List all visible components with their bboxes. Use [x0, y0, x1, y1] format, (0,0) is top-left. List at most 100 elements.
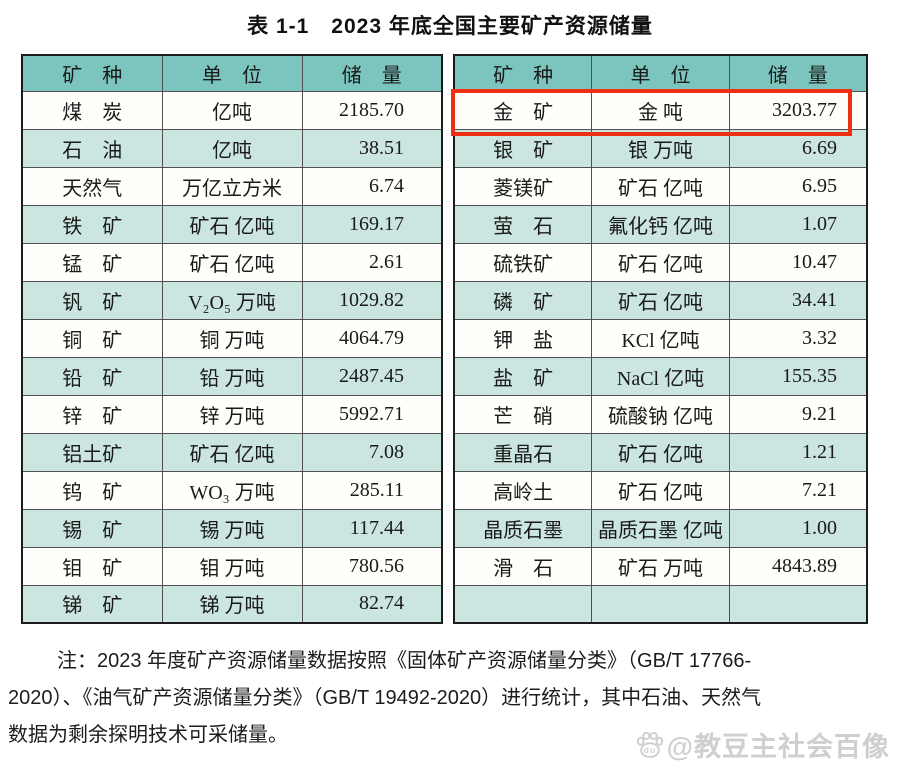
reserve-cell: 6.74	[301, 166, 443, 206]
unit-cell: 硫酸钠 亿吨	[591, 394, 730, 434]
unit-cell: 金 吨	[591, 90, 730, 130]
reserve-cell: 2185.70	[301, 90, 443, 130]
table-row: 晶质石墨 晶质石墨 亿吨 1.00	[453, 508, 868, 548]
table-row	[453, 584, 868, 624]
mineral-cell	[453, 584, 593, 624]
mineral-cell: 钾 盐	[453, 318, 593, 358]
unit-cell: 矿石 亿吨	[591, 432, 730, 472]
reserve-cell: 82.74	[301, 584, 443, 624]
reserve-cell: 780.56	[301, 546, 443, 586]
footnote-line: 注：2023 年度矿产资源储量数据按照《固体矿产资源储量分类》（GB/T 177…	[57, 650, 752, 672]
tables-container: 矿 种单 位储 量煤 炭亿吨 2185.70 石 油亿吨 38.51 天然气 万亿立方米 6…	[21, 54, 900, 624]
reserve-cell: 155.35	[728, 356, 868, 396]
mineral-cell: 晶质石墨	[453, 508, 593, 548]
table-row: 铁 矿矿石 亿吨 169.17	[21, 204, 443, 244]
mineral-cell: 煤 炭	[21, 90, 163, 130]
unit-cell: 万亿立方米	[161, 166, 303, 206]
mineral-cell: 石 油	[21, 128, 163, 168]
table-row: 铝土矿 矿石 亿吨 7.08	[21, 432, 443, 472]
table-row: 铅 矿铅 万吨 2487.45	[21, 356, 443, 396]
table-row: 芒 硝硫酸钠 亿吨 9.21	[453, 394, 868, 434]
reserve-cell: 5992.71	[301, 394, 443, 434]
right-table-wrap: 矿 种单 位储 量金 矿金 吨 3203.77 银 矿银 万吨 6.69 菱镁矿 矿石 亿…	[451, 54, 868, 624]
footnote-line: 数据为剩余探明技术可采储量。	[8, 724, 288, 746]
table-row: 天然气 万亿立方米 6.74	[21, 166, 443, 206]
reserve-cell: 38.51	[301, 128, 443, 168]
reserve-cell: 7.08	[301, 432, 443, 472]
table-row: 钨 矿 WO₃ 万吨 285.11	[21, 470, 443, 510]
unit-cell: 矿石 亿吨	[161, 432, 303, 472]
mineral-cell: 锰 矿	[21, 242, 163, 282]
unit-cell: 亿吨	[161, 90, 303, 130]
table-row: 钒 矿 V₂O₅ 万吨 1029.82	[21, 280, 443, 320]
unit-cell: NaCl 亿吨	[591, 356, 730, 396]
table-row: 锑 矿锑 万吨 82.74	[21, 584, 443, 624]
unit-cell: 氟化钙 亿吨	[591, 204, 730, 244]
unit-cell: 钼 万吨	[161, 546, 303, 586]
table-row: 萤 石氟化钙 亿吨 1.07	[453, 204, 868, 244]
mineral-cell: 重晶石	[453, 432, 593, 472]
unit-cell: 矿石 亿吨	[591, 470, 730, 510]
mineral-table-right: 矿 种单 位储 量金 矿金 吨 3203.77 银 矿银 万吨 6.69 菱镁矿 矿石 亿…	[453, 54, 868, 624]
mineral-cell: 钨 矿	[21, 470, 163, 510]
unit-cell: 铜 万吨	[161, 318, 303, 358]
mineral-cell: 菱镁矿	[453, 166, 593, 206]
mineral-cell: 天然气	[21, 166, 163, 206]
reserve-cell	[728, 584, 868, 624]
mineral-cell: 高岭土	[453, 470, 593, 510]
mineral-cell: 芒 硝	[453, 394, 593, 434]
unit-cell: WO₃ 万吨	[161, 470, 303, 510]
watermark-text: @教豆主社会百像	[666, 732, 890, 762]
mineral-cell: 铜 矿	[21, 318, 163, 358]
header-row: 矿 种单 位储 量	[21, 54, 443, 92]
column-header: 储 量	[728, 54, 868, 92]
mineral-cell: 锌 矿	[21, 394, 163, 434]
svg-text:du: du	[643, 745, 656, 755]
mineral-cell: 钼 矿	[21, 546, 163, 586]
unit-cell: 亿吨	[161, 128, 303, 168]
reserve-cell: 1.21	[728, 432, 868, 472]
unit-cell: 锑 万吨	[161, 584, 303, 624]
mineral-cell: 硫铁矿	[453, 242, 593, 282]
table-row: 铜 矿铜 万吨 4064.79	[21, 318, 443, 358]
reserve-cell: 1.07	[728, 204, 868, 244]
reserve-cell: 6.69	[728, 128, 868, 168]
unit-cell: 锌 万吨	[161, 394, 303, 434]
table-row: 硫铁矿 矿石 亿吨 10.47	[453, 242, 868, 282]
table-row: 菱镁矿 矿石 亿吨 6.95	[453, 166, 868, 206]
reserve-cell: 117.44	[301, 508, 443, 548]
reserve-cell: 2487.45	[301, 356, 443, 396]
mineral-cell: 锑 矿	[21, 584, 163, 624]
table-row: 盐 矿 NaCl 亿吨 155.35	[453, 356, 868, 396]
baidu-paw-icon: du	[636, 731, 663, 758]
unit-cell: 银 万吨	[591, 128, 730, 168]
unit-cell	[591, 584, 730, 624]
unit-cell: 矿石 亿吨	[161, 204, 303, 244]
watermark: du @教豆主社会百像	[636, 725, 890, 764]
mineral-cell: 磷 矿	[453, 280, 593, 320]
mineral-table-left: 矿 种单 位储 量煤 炭亿吨 2185.70 石 油亿吨 38.51 天然气 万亿立方米 6…	[21, 54, 443, 624]
table-row: 锰 矿矿石 亿吨 2.61	[21, 242, 443, 282]
column-header: 单 位	[161, 54, 303, 92]
mineral-cell: 滑 石	[453, 546, 593, 586]
reserve-cell: 3203.77	[728, 90, 868, 130]
reserve-cell: 7.21	[728, 470, 868, 510]
reserve-cell: 2.61	[301, 242, 443, 282]
table-row: 高岭土 矿石 亿吨 7.21	[453, 470, 868, 510]
reserve-cell: 4064.79	[301, 318, 443, 358]
mineral-cell: 银 矿	[453, 128, 593, 168]
footnote: 注：2023 年度矿产资源储量数据按照《固体矿产资源储量分类》（GB/T 177…	[8, 643, 890, 754]
footnote-line: 2020）、《油气矿产资源储量分类》（GB/T 19492-2020）进行统计，…	[8, 687, 762, 709]
mineral-cell: 萤 石	[453, 204, 593, 244]
unit-cell: 铅 万吨	[161, 356, 303, 396]
reserve-cell: 4843.89	[728, 546, 868, 586]
mineral-cell: 锡 矿	[21, 508, 163, 548]
reserve-cell: 169.17	[301, 204, 443, 244]
table-row: 银 矿银 万吨 6.69	[453, 128, 868, 168]
mineral-cell: 金 矿	[453, 90, 593, 130]
column-header: 矿 种	[453, 54, 593, 92]
unit-cell: 晶质石墨 亿吨	[591, 508, 730, 548]
table-row: 锡 矿锡 万吨 117.44	[21, 508, 443, 548]
mineral-cell: 铝土矿	[21, 432, 163, 472]
